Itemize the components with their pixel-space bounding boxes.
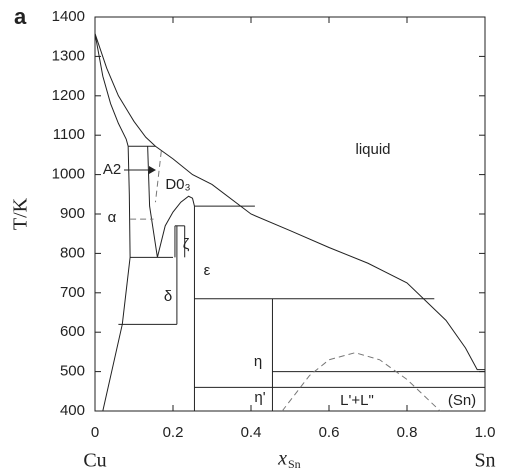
x-axis-label-sub: Sn <box>288 457 301 471</box>
region-label: L'+L" <box>340 392 374 409</box>
region-label: η' <box>254 389 265 406</box>
region-label: α <box>108 209 117 226</box>
x-tick-label: 0.8 <box>397 424 418 441</box>
region-label: η <box>254 353 262 370</box>
region-label: ε <box>204 262 211 279</box>
x-tick-label: 0.2 <box>163 424 184 441</box>
x-tick-label: 1.0 <box>475 424 496 441</box>
x-tick-label: 0 <box>91 424 99 441</box>
region-label: ζ <box>183 236 190 253</box>
y-tick-label: 1000 <box>52 166 85 183</box>
y-tick-label: 1300 <box>52 47 85 64</box>
arrow-head <box>149 166 156 174</box>
y-tick-label: 400 <box>60 402 85 419</box>
y-tick-label: 1200 <box>52 87 85 104</box>
y-tick-label: 500 <box>60 363 85 380</box>
phase-boundary <box>94 33 485 371</box>
y-tick-label: 1100 <box>53 126 85 143</box>
y-tick-label: 1400 <box>52 8 85 25</box>
panel-label: a <box>14 4 27 29</box>
plot-frame <box>94 16 486 412</box>
region-label: liquid <box>355 141 390 158</box>
region-label: (Sn) <box>448 392 476 409</box>
x-axis-label: x <box>277 448 287 470</box>
right-label: Sn <box>474 450 495 472</box>
x-tick-label: 0.4 <box>241 424 262 441</box>
phase-boundary <box>154 150 162 203</box>
phase-boundary <box>147 146 158 258</box>
phase-boundary <box>102 146 131 412</box>
phase-boundary <box>94 33 129 147</box>
phase-boundary <box>281 352 441 412</box>
y-tick-label: 800 <box>60 244 85 261</box>
x-tick-label: 0.6 <box>319 424 340 441</box>
y-tick-label: 700 <box>60 284 85 301</box>
phase-boundary <box>156 195 195 258</box>
y-tick-label: 900 <box>60 205 85 222</box>
y-tick-label: 600 <box>60 323 85 340</box>
region-label: δ <box>164 288 172 305</box>
region-label: A2 <box>103 161 121 178</box>
left-label: Cu <box>83 450 106 472</box>
region-label: D0₃ <box>165 176 190 193</box>
y-axis-label: T/K <box>10 197 32 230</box>
